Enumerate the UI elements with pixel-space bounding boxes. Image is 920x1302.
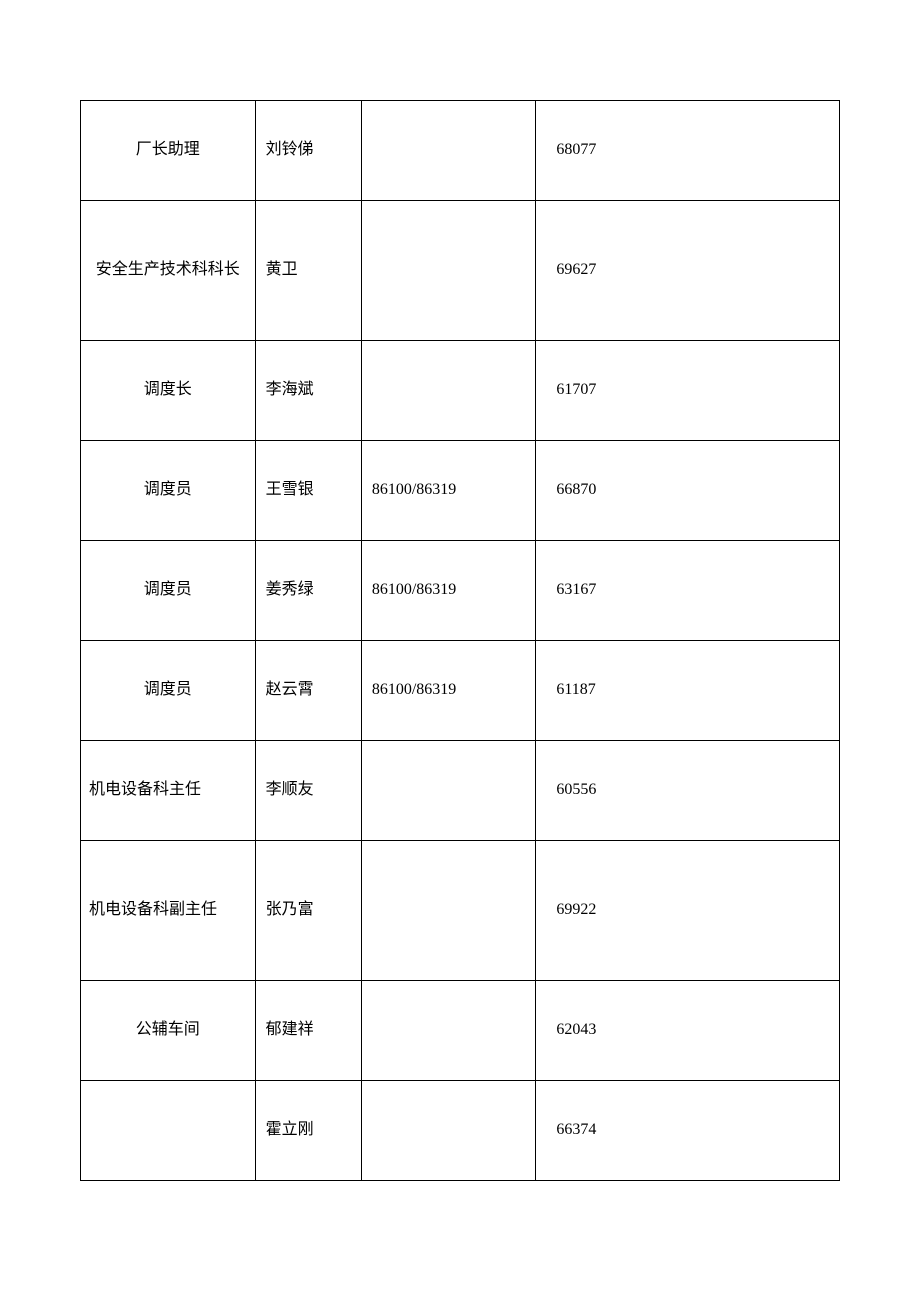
cell-position: 厂长助理 [81,101,256,201]
cell-phone [361,741,536,841]
table-row: 调度员 赵云霄 86100/86319 61187 [81,641,840,741]
table-row: 调度员 姜秀绿 86100/86319 63167 [81,541,840,641]
cell-name: 姜秀绿 [255,541,361,641]
cell-position: 调度长 [81,341,256,441]
cell-position [81,1081,256,1181]
cell-name: 霍立刚 [255,1081,361,1181]
cell-name: 张乃富 [255,841,361,981]
cell-name: 王雪银 [255,441,361,541]
cell-ext: 69922 [536,841,840,981]
cell-ext: 63167 [536,541,840,641]
cell-position: 调度员 [81,541,256,641]
cell-ext: 61707 [536,341,840,441]
cell-name: 刘铃俤 [255,101,361,201]
cell-position: 机电设备科副主任 [81,841,256,981]
cell-ext: 68077 [536,101,840,201]
cell-ext: 69627 [536,201,840,341]
table-row: 机电设备科主任 李顺友 60556 [81,741,840,841]
table-row: 厂长助理 刘铃俤 68077 [81,101,840,201]
table-body: 厂长助理 刘铃俤 68077 安全生产技术科科长 黄卫 69627 调度长 李海… [81,101,840,1181]
cell-phone: 86100/86319 [361,441,536,541]
cell-name: 赵云霄 [255,641,361,741]
cell-phone [361,841,536,981]
cell-position: 公辅车间 [81,981,256,1081]
cell-name: 李顺友 [255,741,361,841]
cell-ext: 66374 [536,1081,840,1181]
cell-phone: 86100/86319 [361,641,536,741]
table-row: 机电设备科副主任 张乃富 69922 [81,841,840,981]
table-row: 公辅车间 郁建祥 62043 [81,981,840,1081]
table-row: 霍立刚 66374 [81,1081,840,1181]
cell-phone [361,201,536,341]
cell-name: 黄卫 [255,201,361,341]
cell-ext: 60556 [536,741,840,841]
table-row: 安全生产技术科科长 黄卫 69627 [81,201,840,341]
cell-phone [361,1081,536,1181]
cell-ext: 61187 [536,641,840,741]
cell-position: 安全生产技术科科长 [81,201,256,341]
cell-phone: 86100/86319 [361,541,536,641]
personnel-table: 厂长助理 刘铃俤 68077 安全生产技术科科长 黄卫 69627 调度长 李海… [80,100,840,1181]
cell-position: 调度员 [81,441,256,541]
cell-phone [361,341,536,441]
cell-phone [361,981,536,1081]
cell-name: 李海斌 [255,341,361,441]
cell-position: 调度员 [81,641,256,741]
cell-ext: 66870 [536,441,840,541]
table-row: 调度长 李海斌 61707 [81,341,840,441]
cell-name: 郁建祥 [255,981,361,1081]
cell-position: 机电设备科主任 [81,741,256,841]
cell-ext: 62043 [536,981,840,1081]
table-row: 调度员 王雪银 86100/86319 66870 [81,441,840,541]
cell-phone [361,101,536,201]
